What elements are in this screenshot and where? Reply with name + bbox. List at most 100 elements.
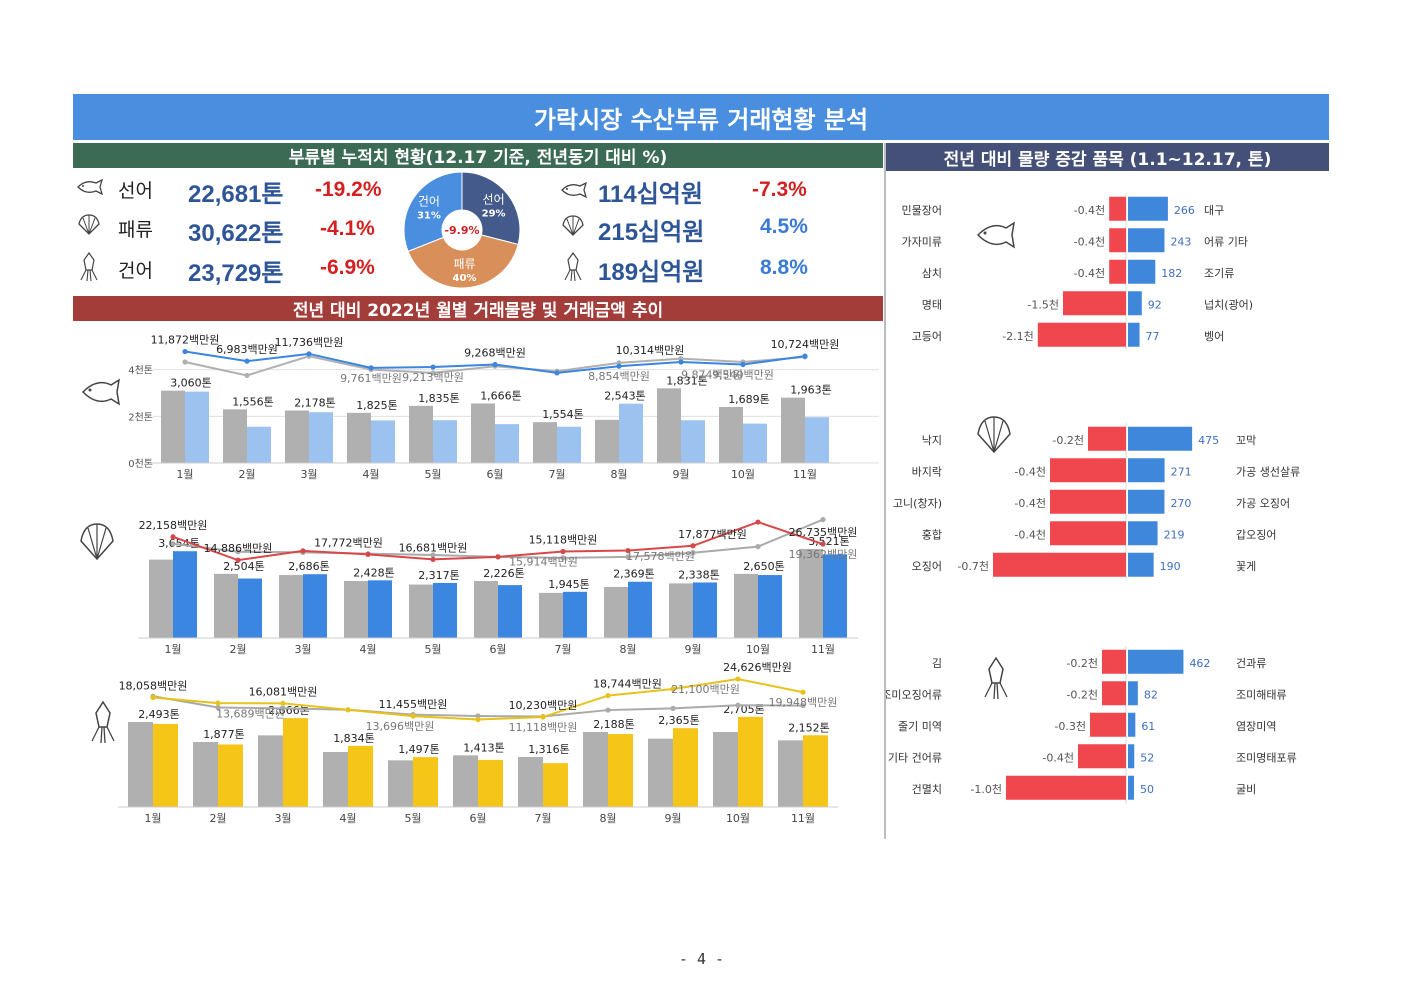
y-tick-label: 2천톤 — [128, 411, 153, 423]
bar-data-label: 2,650톤 — [743, 560, 785, 573]
bar-data-label: 2,504톤 — [223, 560, 265, 573]
decrease-item-name: 기타 건어류 — [888, 751, 942, 764]
increase-value-label: 182 — [1161, 267, 1182, 280]
x-tick-label: 10월 — [726, 812, 750, 825]
summary-amtchange-squid: 8.8% — [760, 256, 808, 279]
decrease-bar — [1050, 521, 1126, 546]
donut-slice-name: 건어 — [418, 195, 440, 209]
bar-2022 — [348, 745, 373, 807]
bar-2022 — [681, 420, 705, 463]
x-tick-label: 6월 — [489, 643, 506, 656]
line-point — [802, 353, 808, 359]
decrease-value-label: -0.4천 — [1014, 464, 1046, 478]
line-data-label: 6,983백만원 — [216, 343, 278, 356]
bar-2021 — [161, 390, 185, 463]
line-data-label: 10,230백만원 — [509, 699, 578, 712]
bar-2021 — [657, 388, 681, 463]
increase-bar — [1128, 744, 1135, 769]
monthly-heading: 전년 대비 2022년 월별 거래물량 및 거래금액 추이 — [73, 296, 883, 321]
line-point — [616, 363, 622, 369]
x-tick-label: 3월 — [274, 812, 291, 825]
line-point — [690, 543, 696, 549]
bar-2021 — [214, 573, 238, 638]
summary-name-shell: 패류 — [118, 219, 153, 241]
bar-2022 — [543, 763, 568, 807]
line-data-label: 19,948백만원 — [769, 696, 838, 709]
bar-data-label: 1,554톤 — [542, 408, 584, 421]
line-point — [605, 692, 611, 699]
section-divider — [884, 143, 886, 839]
bar-2022 — [738, 716, 763, 807]
shell-icon — [562, 215, 584, 236]
bar-2022 — [413, 757, 438, 807]
x-tick-label: 8월 — [599, 812, 616, 825]
line-point — [280, 705, 286, 711]
shell-icon-ribs — [87, 524, 107, 560]
bar-2022 — [433, 582, 457, 638]
shell-icon-ribs — [984, 417, 1004, 453]
bar-2022 — [693, 582, 717, 638]
bar-data-label: 3,521톤 — [808, 535, 850, 548]
decrease-value-label: -0.4천 — [1014, 527, 1046, 541]
line-data-label: 11,872백만원 — [151, 334, 220, 347]
y-tick-label: 0천톤 — [128, 458, 153, 470]
bar-2021 — [258, 735, 283, 807]
line-point — [670, 686, 676, 692]
line-point — [170, 541, 176, 547]
fish-icon-eye — [88, 388, 92, 392]
fish-icon — [561, 182, 587, 198]
squid-icon-body — [95, 700, 111, 728]
increase-item-name: 대구 — [1204, 204, 1224, 217]
squid-icon-body — [988, 656, 1004, 684]
increase-item-name: 조미명태포류 — [1236, 751, 1297, 764]
donut-slice-name: 패류 — [453, 257, 475, 271]
bar-2021 — [595, 419, 619, 463]
x-tick-label: 8월 — [610, 468, 627, 481]
summary-amtchange-fish: -7.3% — [752, 178, 807, 201]
decrease-value-label: -0.2천 — [1066, 687, 1098, 701]
increase-item-name: 조미해태류 — [1236, 687, 1287, 701]
x-tick-label: 6월 — [469, 812, 486, 825]
increase-bar — [1128, 458, 1165, 483]
x-tick-label: 5월 — [424, 468, 441, 481]
line-point — [605, 707, 611, 713]
bar-2022 — [563, 591, 587, 638]
squid-icon — [80, 252, 98, 282]
x-tick-label: 2월 — [209, 812, 226, 825]
bar-2022 — [368, 580, 392, 638]
summary-name-fish: 선어 — [118, 180, 153, 202]
x-tick-label: 5월 — [404, 812, 421, 825]
squid-icon-tentacles — [984, 682, 1008, 700]
decrease-bar — [993, 552, 1126, 577]
x-tick-label: 2월 — [238, 468, 255, 481]
bar-2021 — [223, 409, 247, 463]
line-point — [368, 365, 374, 371]
x-tick-label: 9월 — [672, 468, 689, 481]
increase-item-name: 염장미역 — [1236, 720, 1276, 733]
decrease-item-name: 김 — [932, 657, 942, 670]
x-tick-label: 7월 — [554, 643, 571, 656]
bar-data-label: 2,178톤 — [294, 397, 336, 410]
summary-name-squid: 건어 — [118, 260, 153, 282]
line-point — [800, 702, 806, 709]
x-tick-label: 9월 — [684, 643, 701, 656]
decrease-item-name: 건멸치 — [912, 783, 942, 796]
decrease-value-label: -0.4천 — [1074, 234, 1106, 248]
line-point — [735, 702, 741, 708]
increase-value-label: 462 — [1189, 657, 1210, 670]
bar-2022 — [743, 423, 767, 463]
decrease-item-name: 고니(창자) — [893, 497, 942, 510]
increase-bar — [1128, 552, 1154, 577]
decrease-bar — [1050, 489, 1126, 514]
shell-icon — [977, 416, 1011, 454]
line-data-label: 8,854백만원 — [588, 370, 650, 383]
donut-slice-label: 29% — [482, 208, 506, 219]
bar-2022 — [309, 412, 333, 463]
fish-icon-body — [976, 221, 1016, 249]
line-point — [492, 361, 498, 368]
line-data-label: 18,058백만원 — [119, 680, 188, 693]
increase-value-label: 190 — [1160, 560, 1181, 573]
fish-icon — [77, 179, 103, 195]
donut-slice-name: 선어 — [483, 192, 505, 206]
increase-bar — [1128, 322, 1140, 347]
